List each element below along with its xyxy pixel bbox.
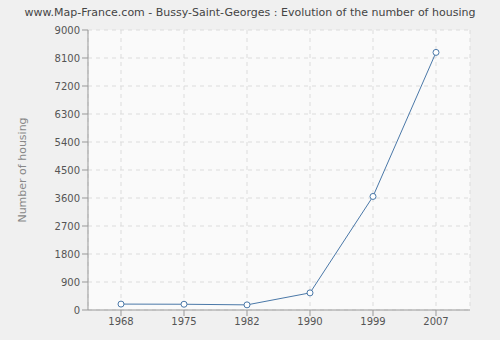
svg-text:7200: 7200 — [55, 81, 80, 92]
svg-text:2007: 2007 — [423, 316, 448, 327]
svg-text:1990: 1990 — [297, 316, 322, 327]
svg-text:1968: 1968 — [108, 316, 133, 327]
svg-text:1975: 1975 — [171, 316, 196, 327]
svg-text:2700: 2700 — [55, 221, 80, 232]
svg-text:0: 0 — [74, 305, 80, 316]
svg-text:8100: 8100 — [55, 53, 80, 64]
svg-text:900: 900 — [61, 277, 80, 288]
svg-text:5400: 5400 — [55, 137, 80, 148]
svg-text:9000: 9000 — [55, 25, 80, 36]
svg-text:1800: 1800 — [55, 249, 80, 260]
svg-text:Number of housing: Number of housing — [16, 117, 29, 222]
svg-text:1982: 1982 — [234, 316, 259, 327]
svg-text:3600: 3600 — [55, 193, 80, 204]
svg-text:6300: 6300 — [55, 109, 80, 120]
svg-text:1999: 1999 — [360, 316, 385, 327]
html-text:www.Map-France.com - Bussy-Sai: www.Map-France.com - Bussy-Saint-Georges… — [24, 6, 476, 19]
svg-text:4500: 4500 — [55, 165, 80, 176]
